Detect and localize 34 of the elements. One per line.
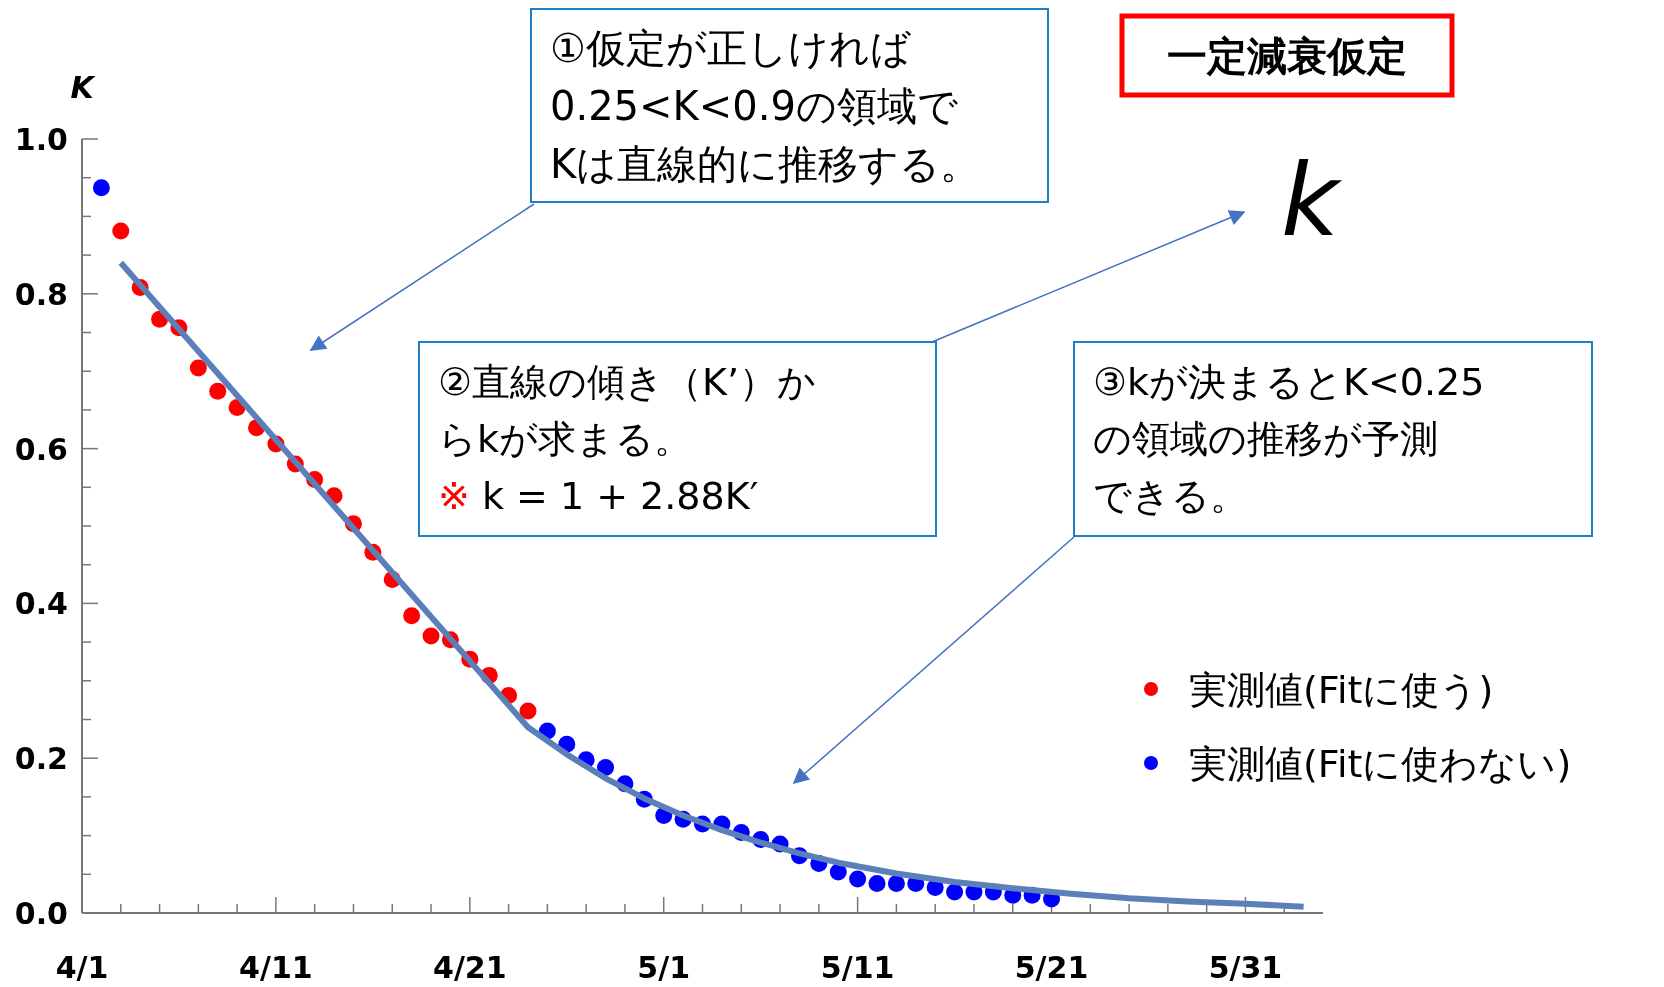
x-tick-label: 5/11 bbox=[820, 950, 895, 985]
x-tick-label: 4/11 bbox=[239, 950, 313, 985]
y-tick-label: 0.8 bbox=[14, 276, 68, 312]
title: 一定減衰仮定 bbox=[1119, 13, 1455, 98]
annotation: ③kが決まるとK<0.25 の領域の推移が予測できる。 bbox=[1093, 360, 1485, 518]
x-tick-label: 5/1 bbox=[637, 950, 691, 985]
point bbox=[403, 607, 421, 625]
y-tick-label: 0.2 bbox=[14, 741, 68, 777]
x-tick-label: 5/21 bbox=[1014, 950, 1089, 985]
y-tick-label: 0.4 bbox=[14, 586, 68, 622]
annotation: ①仮定が正しければ 0.25<K<0.9の領域で Kは直線的に推移する。 bbox=[550, 25, 981, 187]
annotation: ①仮定が正しければ 0.25<K<0.9の領域で Kは直線的に推移する。 bbox=[309, 8, 1049, 351]
legend-label: 実測値(Fitに使う) bbox=[1189, 668, 1494, 712]
annotation: ②直線の傾き（K’）からkが求まる。 ※ k = 1 + 2.88K′ bbox=[438, 360, 817, 518]
point bbox=[868, 875, 886, 893]
x-tick-label: 4/21 bbox=[433, 950, 507, 985]
point bbox=[422, 627, 440, 645]
point bbox=[519, 702, 537, 720]
y-tick-label: 0.6 bbox=[14, 431, 68, 467]
chart-title: 一定減衰仮定 bbox=[1167, 33, 1407, 79]
y-tick-label: 1.0 bbox=[14, 122, 68, 157]
point bbox=[597, 758, 615, 776]
point bbox=[849, 870, 867, 888]
point bbox=[887, 875, 905, 893]
y-tick-label: 0.0 bbox=[14, 896, 68, 931]
point bbox=[946, 883, 964, 901]
point bbox=[209, 382, 227, 400]
point bbox=[112, 222, 130, 240]
x-tick-label: 4/1 bbox=[55, 950, 109, 985]
legend-label: 実測値(Fitに使わない) bbox=[1189, 742, 1572, 786]
point bbox=[189, 359, 207, 377]
x-tick-label: 5/31 bbox=[1208, 950, 1283, 985]
point bbox=[92, 179, 110, 197]
y-axis-title: K bbox=[70, 70, 97, 105]
